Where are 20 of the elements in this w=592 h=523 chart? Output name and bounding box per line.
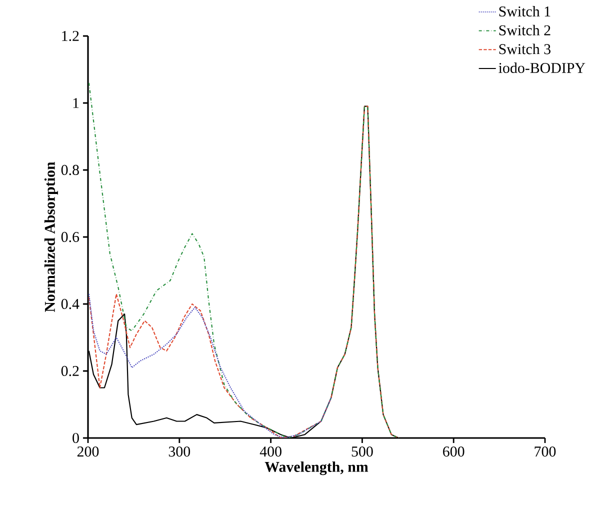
legend-label: Switch 2 [499,24,550,36]
y-tick-label: 0.6 [61,232,80,242]
x-tick-label: 600 [443,446,464,457]
y-tick-label: 1.2 [62,30,79,42]
x-tick-label: 200 [77,446,99,457]
x-tick-label: 700 [534,446,556,457]
legend-label: Switch 1 [499,6,550,17]
x-axis-title: Wavelength, nm [264,461,368,476]
y-tick-label: 0.2 [61,366,79,376]
x-tick-label: 400 [260,446,282,457]
line-series [88,293,332,438]
y-tick-label: 0 [72,432,79,444]
x-tick-label: 300 [168,446,190,457]
x-tick-label: 500 [352,446,373,457]
y-tick-label: 0.8 [61,164,79,176]
y-tick-label: 0.4 [61,298,80,310]
legend-label: iodo-BODIPY [498,62,586,74]
legend-label: Switch 3 [499,44,550,54]
y-axis-title: Normalized Absorption [44,162,58,312]
y-tick-label: 1 [73,98,79,108]
